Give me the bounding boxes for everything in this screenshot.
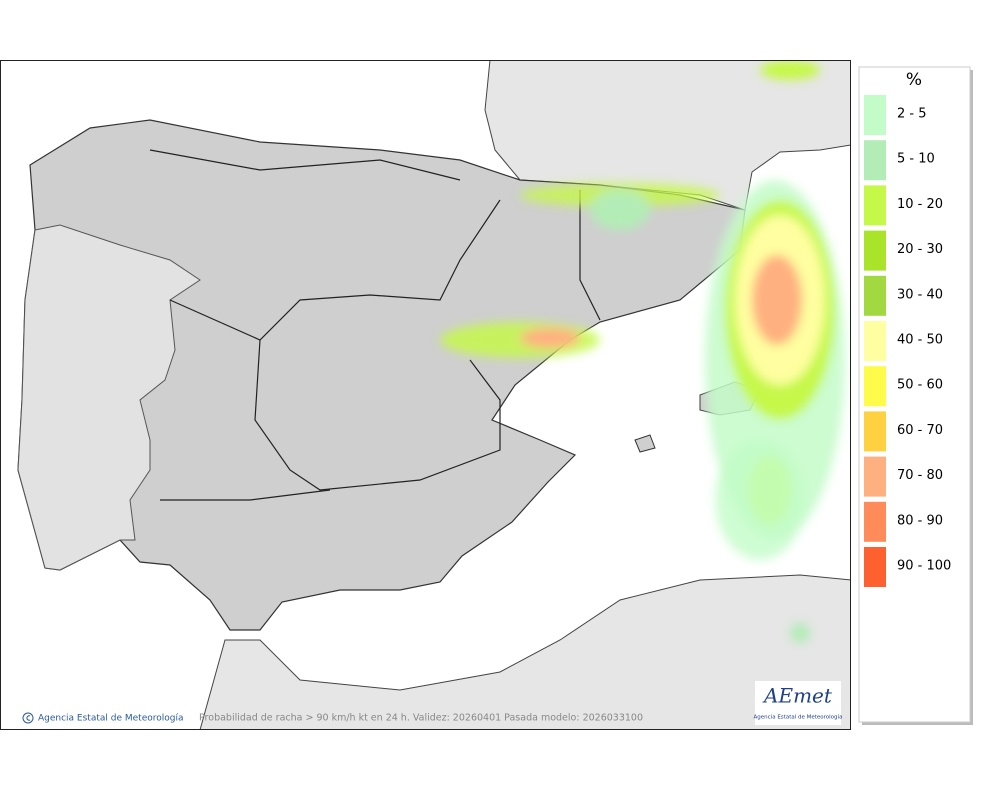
legend-swatch	[864, 95, 886, 135]
legend-swatch	[864, 230, 886, 271]
legend-label: 80 - 90	[897, 513, 943, 528]
legend-swatch	[864, 456, 886, 497]
legend-label: 50 - 60	[897, 378, 943, 393]
logo: AEmet	[762, 684, 833, 708]
legend-label: 90 - 100	[897, 559, 951, 574]
legend-swatch	[864, 501, 886, 542]
legend-label: 10 - 20	[897, 197, 943, 212]
region-borders	[149, 149, 601, 501]
legend-swatch	[864, 366, 886, 407]
legend-swatch	[864, 321, 886, 361]
credit: Agencia Estatal de Meteorología	[38, 714, 184, 724]
legend-title: %	[906, 70, 922, 90]
legend-swatch	[864, 185, 886, 226]
legend-label: 2 - 5	[897, 107, 927, 122]
legend-swatch	[864, 140, 886, 181]
africa	[199, 574, 850, 729]
legend-label: 5 - 10	[897, 152, 935, 167]
logo-subtitle: Agencia Estatal de Meteorología	[754, 714, 843, 721]
legend-swatch	[864, 411, 886, 452]
legend-label: 40 - 50	[897, 333, 943, 348]
legend-swatch	[864, 275, 886, 316]
map-frame	[0, 60, 851, 730]
copyright-icon	[26, 715, 31, 721]
probability-field	[440, 61, 845, 643]
legend-swatch	[864, 547, 886, 587]
legend-label: 20 - 30	[897, 242, 943, 257]
logo-box	[755, 681, 841, 725]
copyright-icon	[22, 712, 34, 724]
map	[1, 61, 850, 729]
legend-label: 60 - 70	[897, 423, 943, 438]
legend: 2 - 5 5 - 10 10 - 20 20 - 30 30 - 40 40 - 50 5…	[864, 95, 951, 587]
legend-label: 70 - 80	[897, 468, 943, 483]
caption: Probabilidad de racha > 90 km/h kt en 24…	[199, 713, 643, 724]
legend-label: 30 - 40	[897, 287, 943, 302]
portugal	[17, 224, 201, 571]
